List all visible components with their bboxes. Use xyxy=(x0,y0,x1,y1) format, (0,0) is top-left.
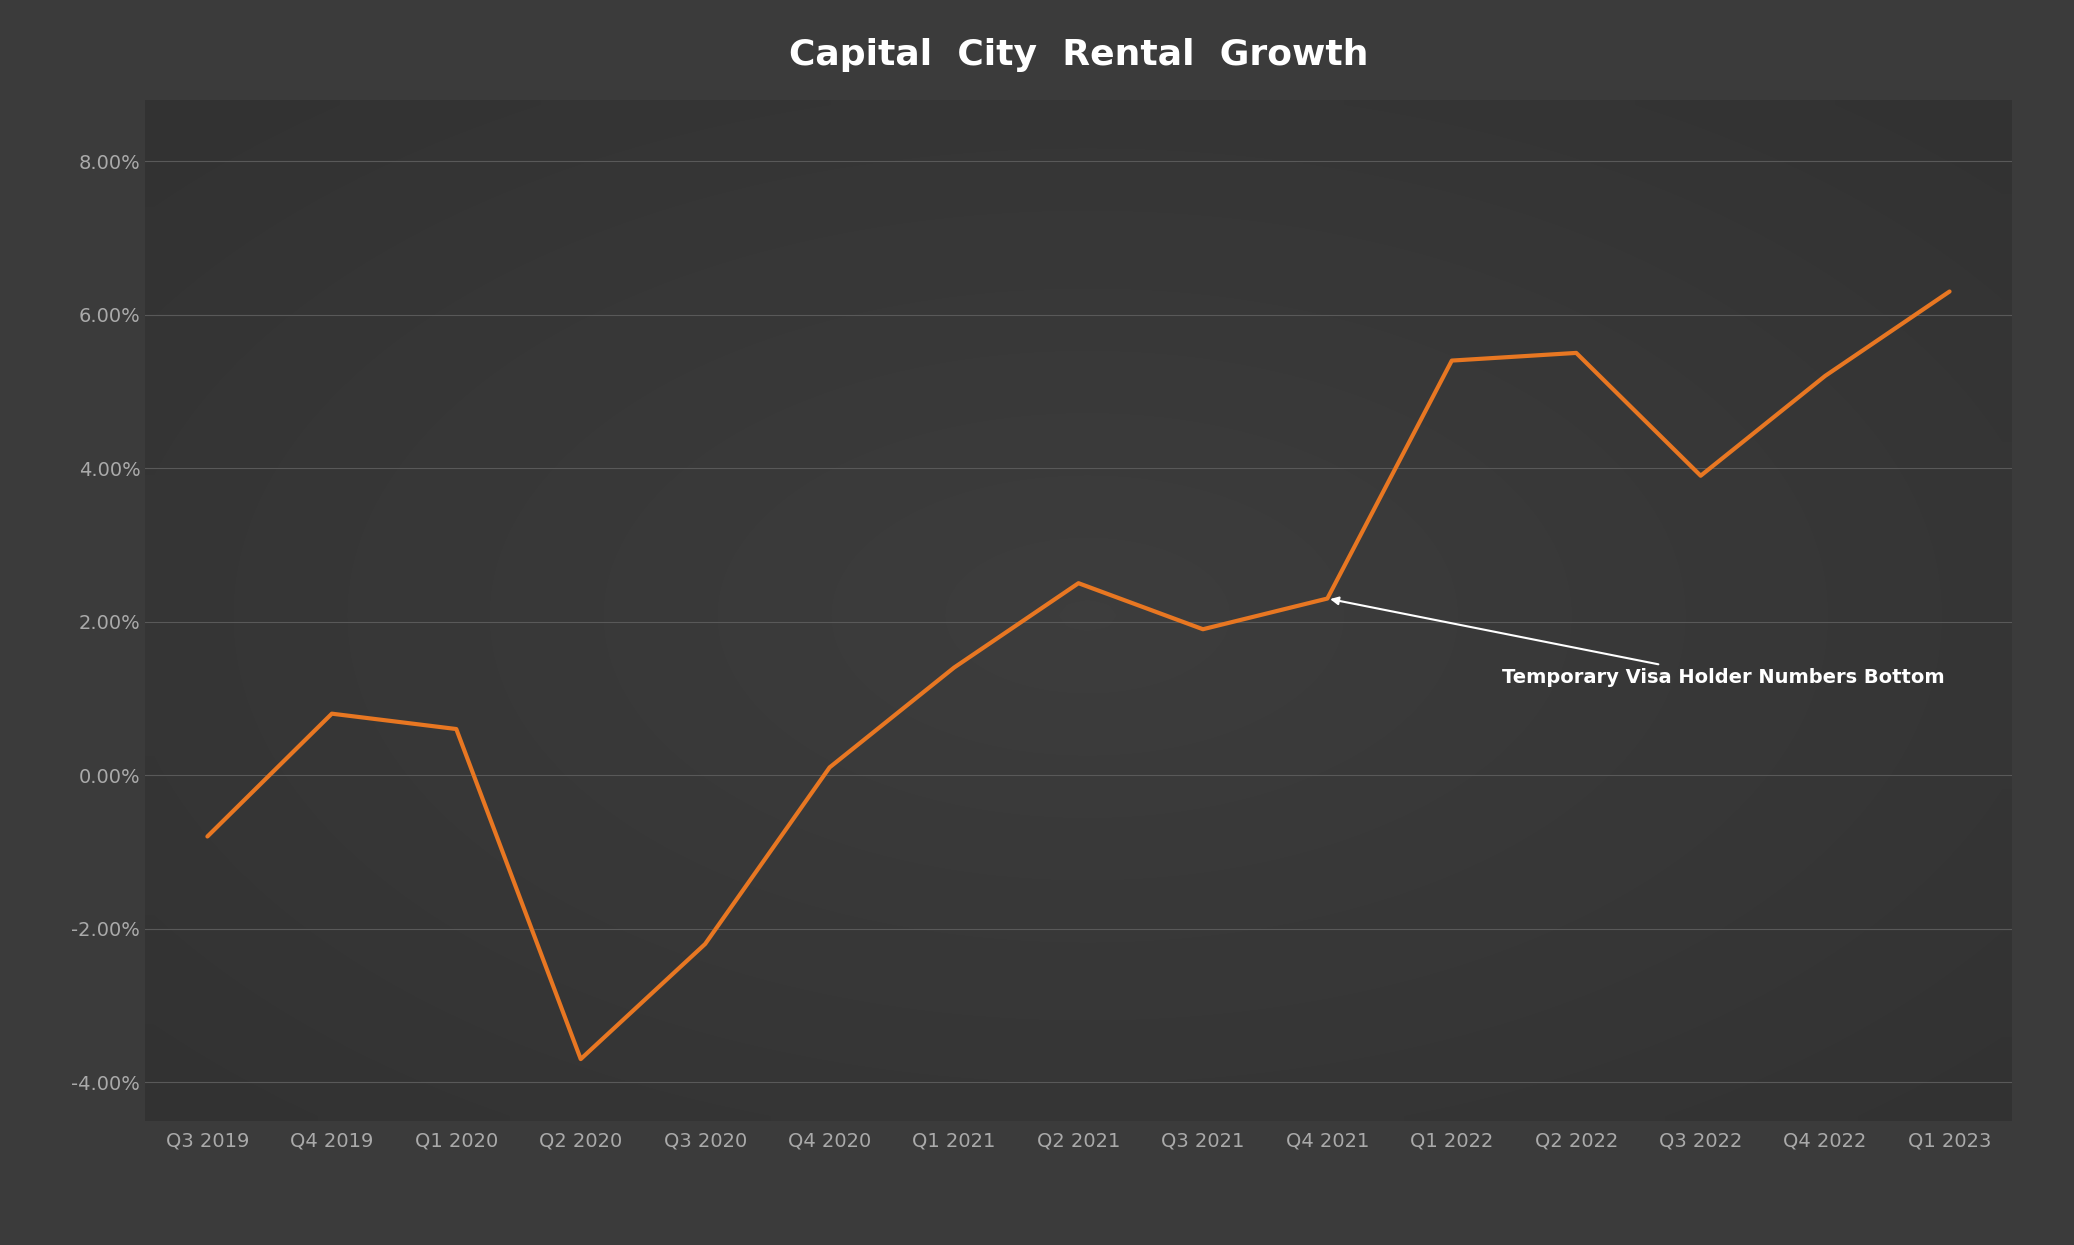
Title: Capital  City  Rental  Growth: Capital City Rental Growth xyxy=(788,37,1369,72)
Text: Temporary Visa Holder Numbers Bottom: Temporary Visa Holder Numbers Bottom xyxy=(1332,598,1943,687)
